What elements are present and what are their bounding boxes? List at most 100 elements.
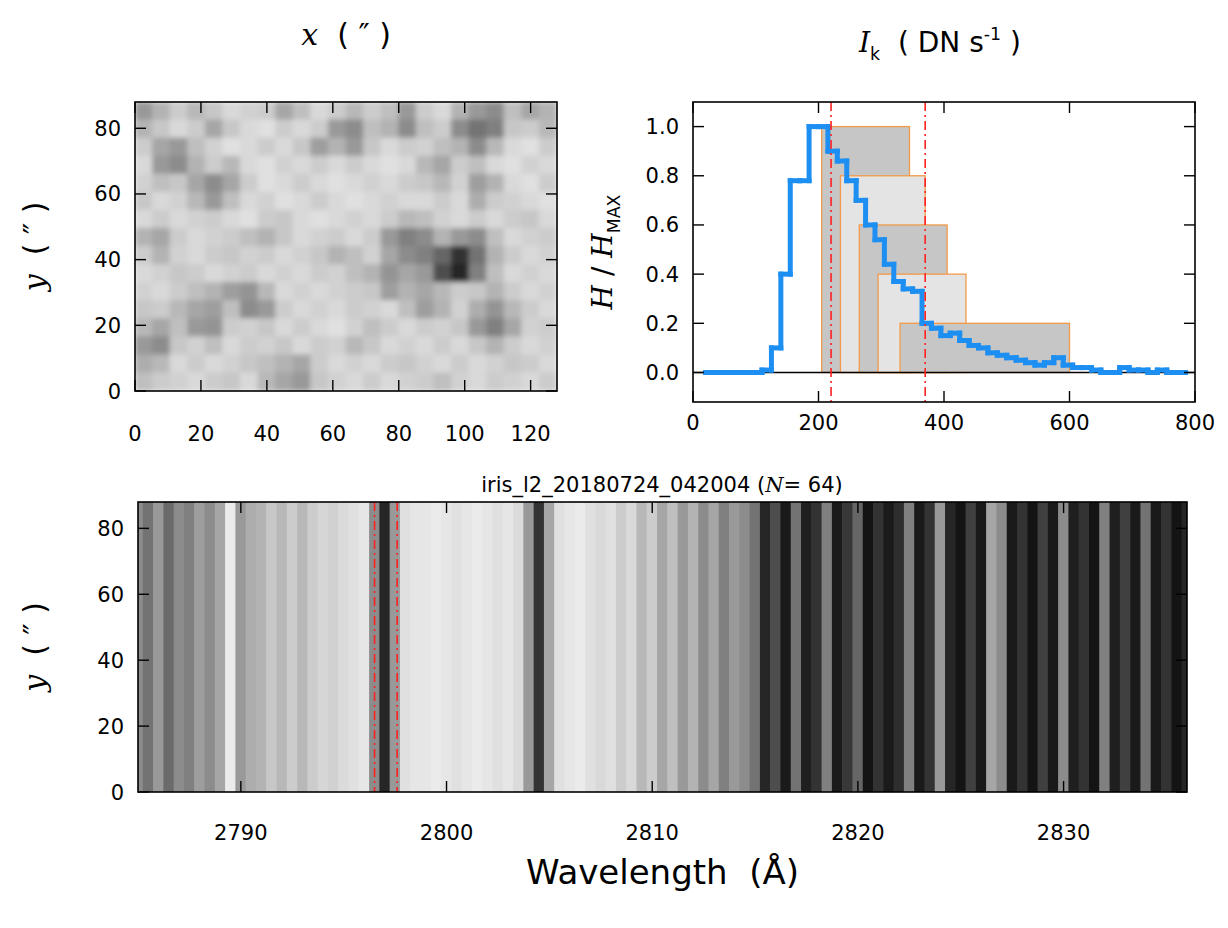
plot-area	[138, 502, 1187, 792]
cell	[469, 264, 488, 283]
x-axis-title-part: Wavelength (Å)	[526, 852, 799, 892]
cell	[381, 264, 400, 283]
cell	[222, 246, 241, 265]
x-tick-label: 600	[1049, 411, 1089, 435]
cell	[170, 174, 189, 193]
cell	[504, 318, 523, 337]
y-axis-title: y ( ″ )	[17, 602, 52, 694]
spectrum-strip	[647, 502, 658, 792]
cell	[187, 120, 206, 139]
cell	[451, 336, 470, 355]
histogram-steps	[706, 127, 1186, 373]
cell	[135, 318, 153, 337]
spectrum-strip	[174, 502, 185, 792]
cell	[222, 300, 241, 319]
cell	[275, 192, 294, 211]
marker-line	[396, 502, 398, 792]
y-axis-title: H / HMAX	[586, 194, 624, 310]
cell	[521, 300, 540, 319]
frame	[138, 502, 1187, 792]
cell	[433, 192, 452, 211]
y-tick	[138, 725, 149, 726]
x-tick-label: 400	[924, 411, 964, 435]
cell	[328, 228, 347, 247]
y-axis-title-part: /	[586, 258, 619, 285]
cell	[152, 102, 171, 121]
cell	[170, 318, 189, 337]
spectrum-strip	[493, 502, 504, 792]
cell	[433, 336, 452, 355]
cell	[135, 192, 153, 211]
cell	[293, 174, 312, 193]
x-tick	[857, 781, 858, 792]
cell	[469, 120, 488, 139]
cell	[310, 102, 329, 121]
x-tick-label: 80	[385, 422, 412, 446]
spectrum-strip	[256, 502, 267, 792]
cell	[363, 192, 382, 211]
spectrum-strip	[328, 502, 339, 792]
cell	[416, 102, 435, 121]
spectrum-strip	[698, 502, 709, 792]
spectrum-strip	[760, 502, 771, 792]
cell	[521, 372, 540, 391]
cell	[310, 210, 329, 229]
cell	[381, 156, 400, 175]
cell	[433, 228, 452, 247]
cell	[135, 210, 153, 229]
spectrum-strip	[750, 502, 761, 792]
cell	[275, 228, 294, 247]
spectrum-strip	[138, 502, 143, 792]
frame	[135, 102, 557, 391]
cell	[170, 228, 189, 247]
cell	[258, 300, 277, 319]
cell	[240, 354, 259, 373]
cell	[469, 138, 488, 157]
y-tick	[1176, 725, 1187, 726]
cell	[240, 246, 259, 265]
step-riser	[863, 200, 868, 225]
cell	[381, 228, 400, 247]
cell	[504, 372, 523, 391]
spectrum-strip	[338, 502, 349, 792]
panel-spectrum: 27902800281028202830020406080	[97, 502, 1192, 845]
spectrum-strip	[708, 502, 719, 792]
cell	[346, 300, 365, 319]
cell	[187, 264, 206, 283]
spectrum-strip	[976, 502, 987, 792]
spectrum-strip	[287, 502, 298, 792]
cell	[539, 264, 557, 283]
y-tick	[1184, 224, 1195, 225]
cell	[328, 192, 347, 211]
cell	[539, 210, 557, 229]
spectrum-strip	[894, 502, 905, 792]
cell	[152, 174, 171, 193]
cell	[416, 246, 435, 265]
spectrum-strip	[513, 502, 524, 792]
cell	[205, 264, 224, 283]
cell	[539, 120, 557, 139]
y-tick	[546, 128, 557, 129]
panel-title-part: ( ″ )	[318, 17, 391, 52]
cell	[346, 246, 365, 265]
cell	[222, 138, 241, 157]
cell	[381, 354, 400, 373]
cell	[275, 138, 294, 157]
cell	[170, 210, 189, 229]
y-axis-title-part: ( ″ )	[17, 202, 52, 275]
cell	[135, 336, 153, 355]
cell	[521, 246, 540, 265]
cell	[240, 138, 259, 157]
cell	[363, 282, 382, 301]
cell	[187, 282, 206, 301]
cell	[469, 246, 488, 265]
spectrum-strip	[194, 502, 205, 792]
cell	[293, 336, 312, 355]
panel-title: Ik ( DN s-1 )	[858, 24, 1021, 64]
x-tick	[1069, 391, 1070, 402]
cell	[504, 336, 523, 355]
x-tick-label: 2810	[625, 821, 678, 845]
cell	[205, 192, 224, 211]
spectrum-strip	[1048, 502, 1059, 792]
cell	[152, 156, 171, 175]
